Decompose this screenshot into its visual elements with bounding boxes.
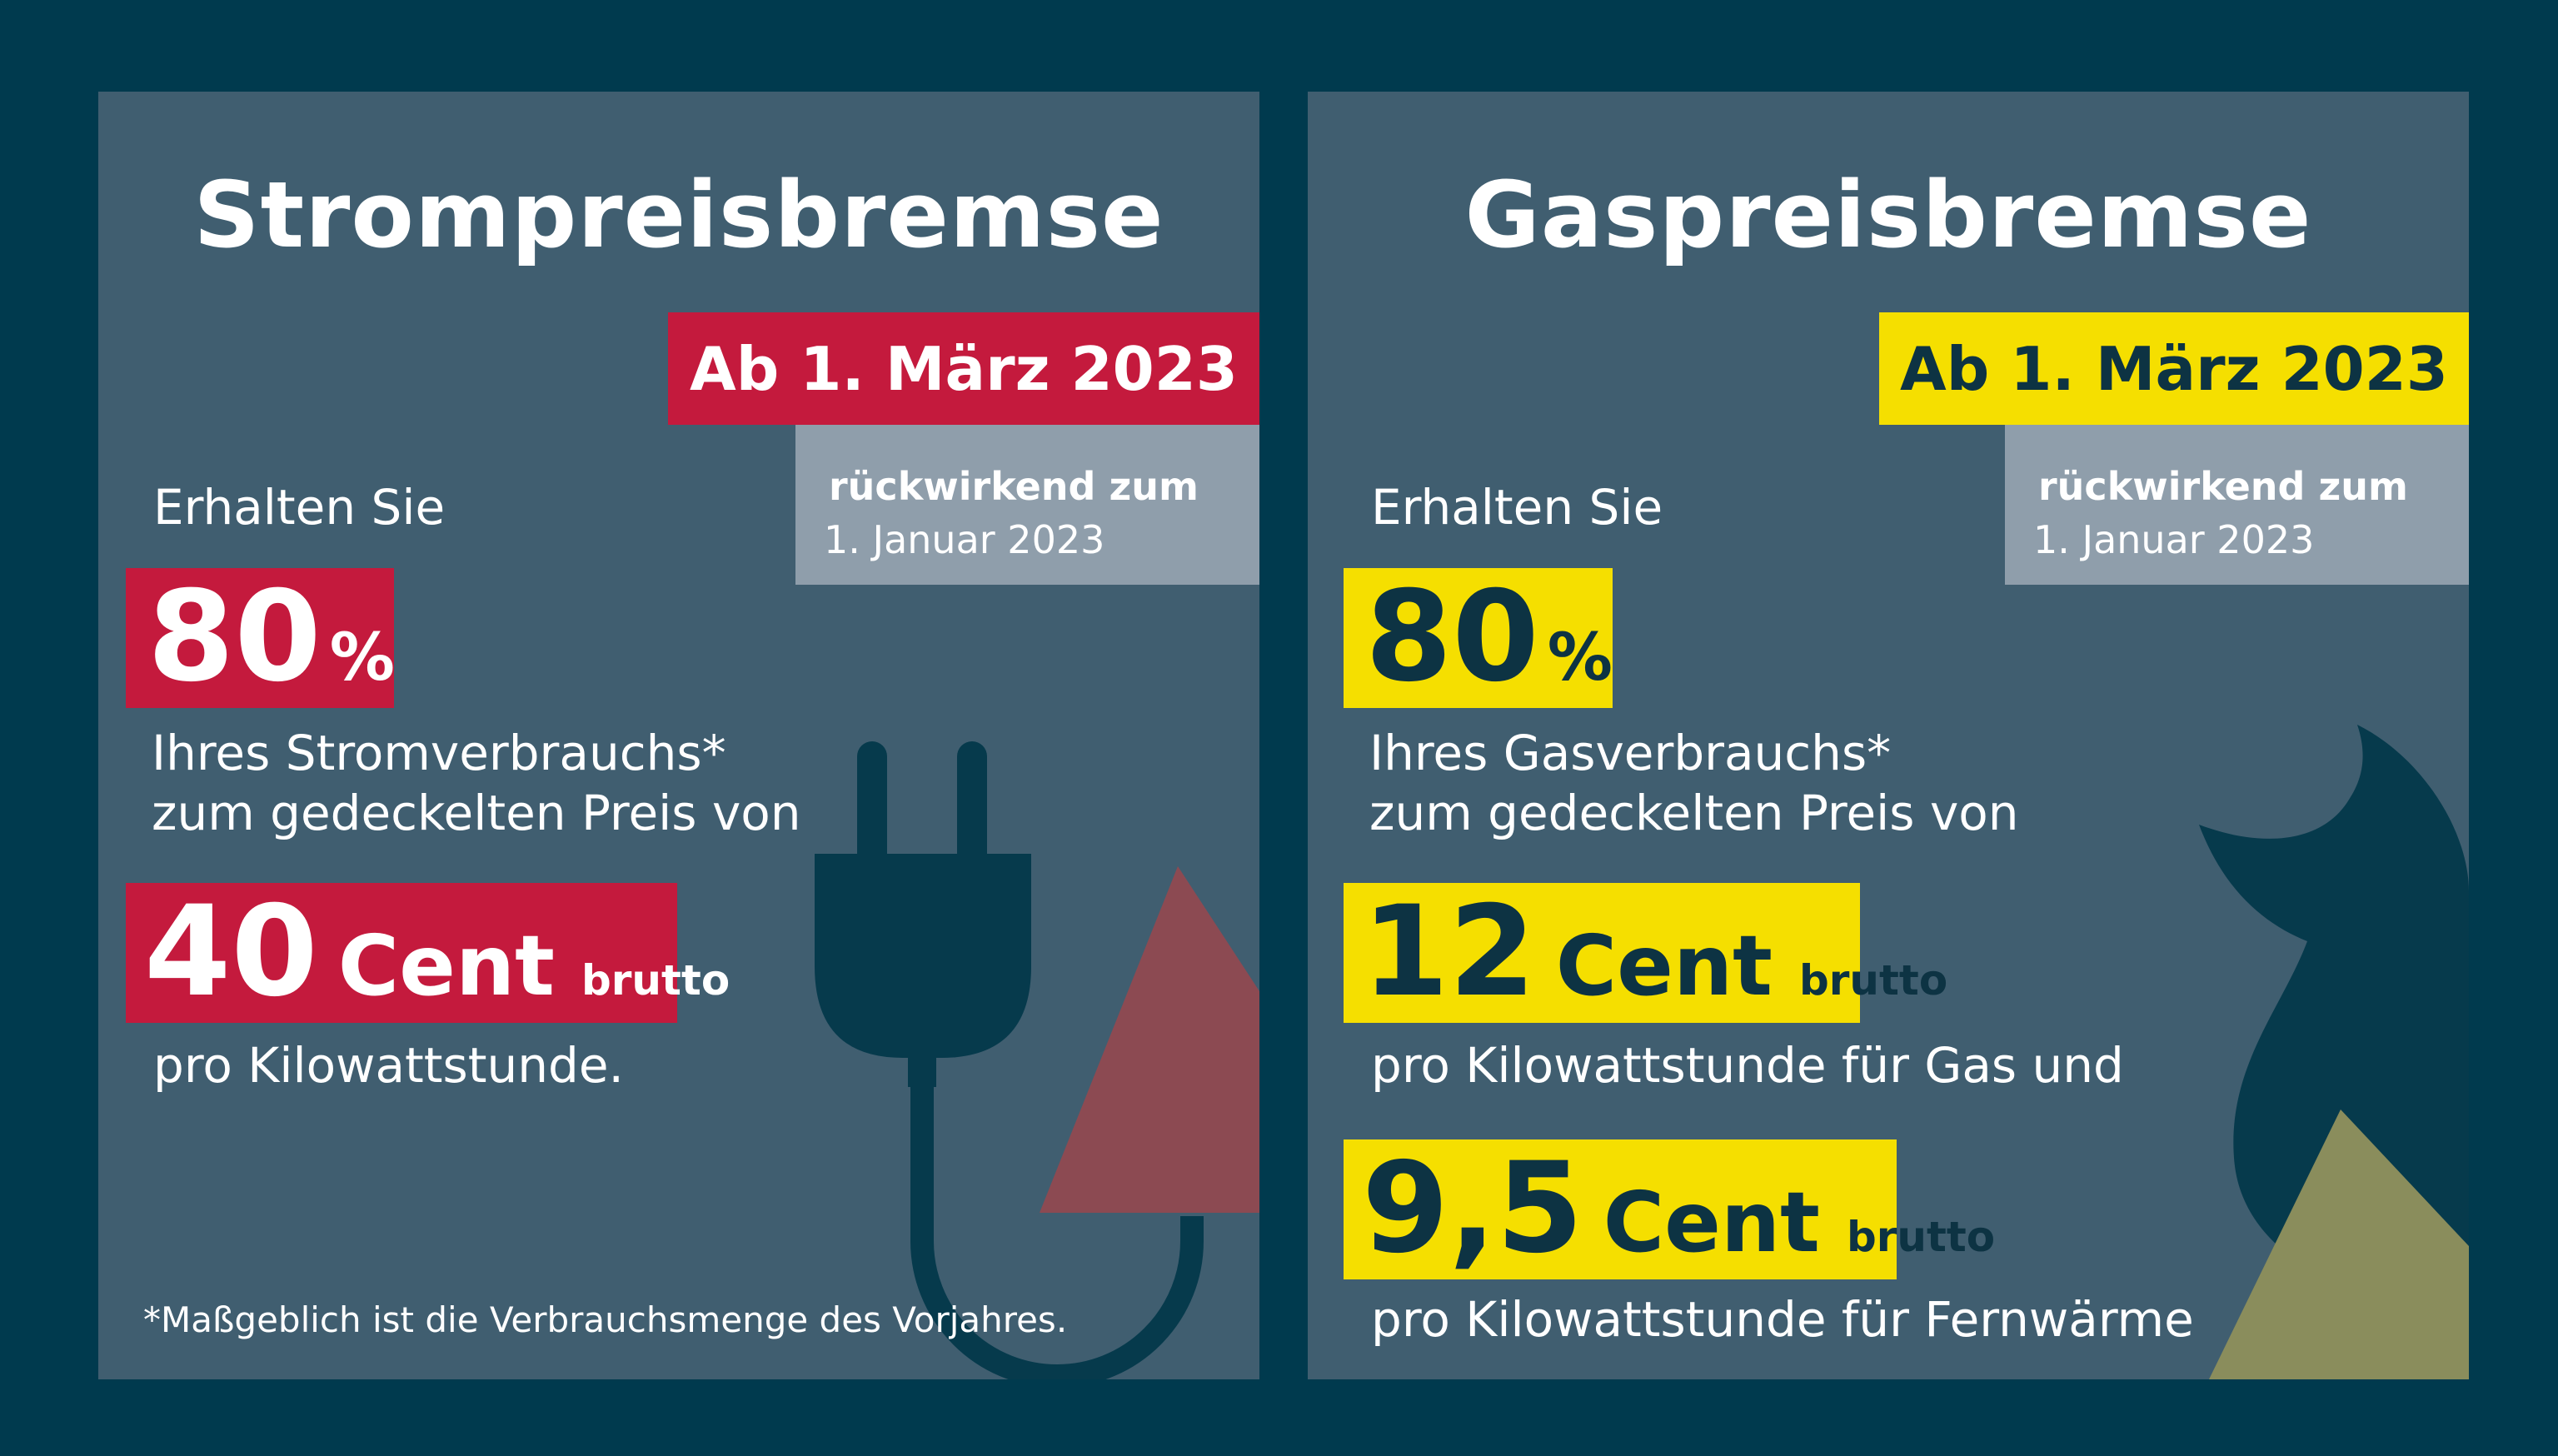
intro-text: Erhalten Sie bbox=[1371, 479, 1663, 536]
price-value: 40 bbox=[144, 880, 318, 1025]
start-date-text: Ab 1. März 2023 bbox=[690, 333, 1238, 404]
percent-value: 80 bbox=[1365, 565, 1539, 710]
gas-price-note: pro Kilowattstunde für Gas und bbox=[1371, 1037, 2124, 1094]
retroactive-line-2: 1. Januar 2023 bbox=[824, 517, 1105, 562]
retroactive-box: rückwirkend zum 1. Januar 2023 bbox=[795, 425, 1259, 585]
power-plug-icon bbox=[815, 741, 1259, 1379]
price-badge: 40 Cent brutto bbox=[126, 880, 730, 1025]
flame-shape bbox=[2199, 725, 2469, 1308]
percent-sign: % bbox=[1547, 621, 1613, 696]
gas-price-value: 12 bbox=[1362, 880, 1536, 1025]
percent-value: 80 bbox=[147, 565, 322, 710]
retroactive-box: rückwirkend zum 1. Januar 2023 bbox=[2005, 425, 2469, 585]
heat-price-badge: 9,5 Cent brutto bbox=[1344, 1136, 1995, 1281]
retroactive-line-2: 1. Januar 2023 bbox=[2033, 517, 2315, 562]
percent-badge: 80 % bbox=[1344, 568, 1613, 708]
triangle-shape-olive bbox=[2209, 1109, 2469, 1379]
heat-price-unit: Cent bbox=[1603, 1174, 1820, 1271]
start-date-badge: Ab 1. März 2023 bbox=[1879, 312, 2469, 425]
price-suffix: brutto bbox=[581, 956, 731, 1005]
heat-price-note: pro Kilowattstunde für Fernwärme bbox=[1371, 1291, 2194, 1348]
panel-title: Strompreisbremse bbox=[193, 162, 1164, 268]
gaspreisbremse-panel: Gaspreisbremse Ab 1. März 2023 rückwirke… bbox=[1308, 92, 2469, 1379]
intro-text: Erhalten Sie bbox=[153, 479, 446, 536]
percent-sign: % bbox=[329, 621, 395, 696]
price-unit: Cent bbox=[337, 917, 555, 1015]
gas-price-suffix: brutto bbox=[1798, 956, 1948, 1005]
flame-icon bbox=[2199, 725, 2469, 1379]
heat-price-suffix: brutto bbox=[1846, 1213, 1996, 1261]
usage-line-1: Ihres Gasverbrauchs* bbox=[1369, 725, 1892, 781]
usage-line-1: Ihres Stromverbrauchs* bbox=[152, 725, 726, 781]
start-date-text: Ab 1. März 2023 bbox=[1900, 333, 2448, 404]
heat-price-value: 9,5 bbox=[1362, 1136, 1583, 1281]
price-note: pro Kilowattstunde. bbox=[153, 1037, 624, 1094]
retroactive-line-1: rückwirkend zum bbox=[2038, 464, 2408, 509]
retroactive-line-1: rückwirkend zum bbox=[829, 464, 1199, 509]
panel-title: Gaspreisbremse bbox=[1464, 162, 2312, 268]
gas-price-badge: 12 Cent brutto bbox=[1344, 880, 1947, 1025]
usage-line-2: zum gedeckelten Preis von bbox=[152, 785, 801, 841]
gas-price-unit: Cent bbox=[1555, 917, 1773, 1015]
footnote: *Maßgeblich ist die Verbrauchsmenge des … bbox=[143, 1299, 1068, 1340]
start-date-badge: Ab 1. März 2023 bbox=[668, 312, 1259, 425]
percent-badge: 80 % bbox=[126, 565, 395, 710]
triangle-shape-red bbox=[1040, 866, 1259, 1213]
strompreisbremse-panel: Strompreisbremse Ab 1. März 2023 rückwir… bbox=[98, 92, 1259, 1379]
usage-line-2: zum gedeckelten Preis von bbox=[1369, 785, 2019, 841]
